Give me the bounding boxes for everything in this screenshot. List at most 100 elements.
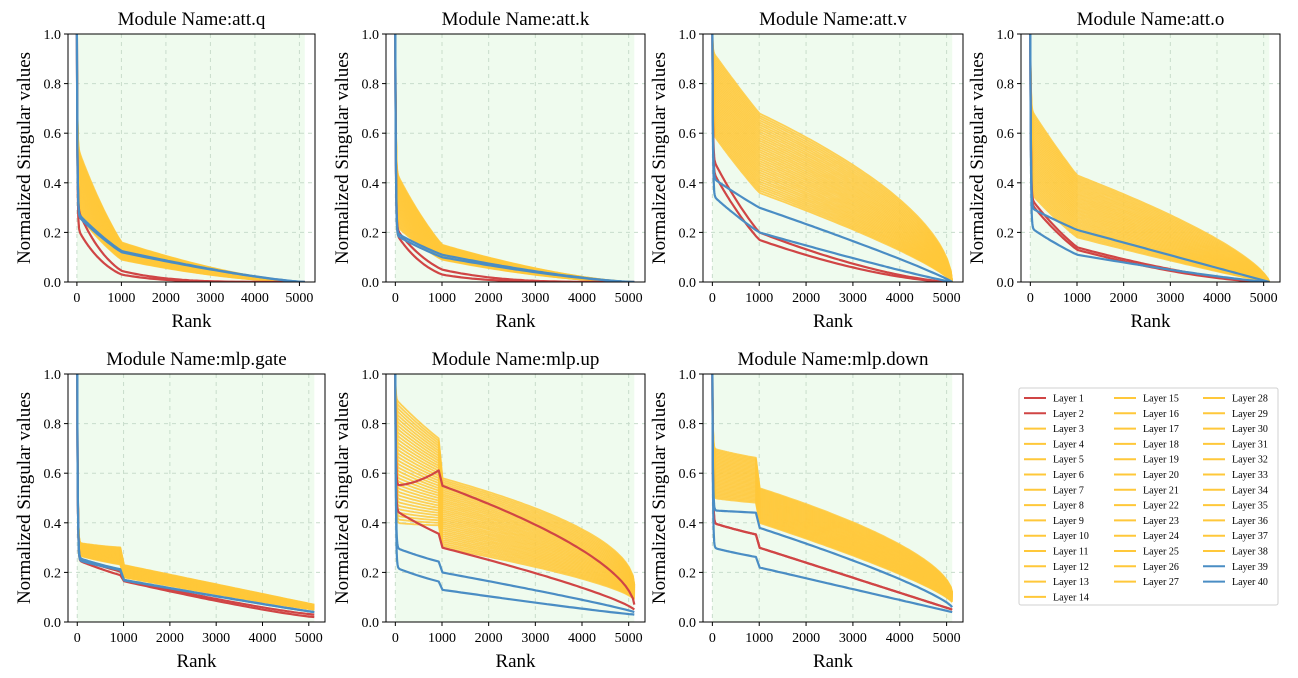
series-line-layer-40 (76, 374, 315, 614)
series-group (394, 374, 636, 616)
x-tick-label: 4000 (241, 291, 269, 306)
legend-label: Layer 20 (1143, 470, 1179, 481)
series-line-layer-40 (1029, 34, 1270, 282)
series-line-layer-38 (1029, 34, 1271, 282)
series-line-layer-29 (394, 374, 636, 589)
x-tick-label: 5000 (285, 291, 313, 306)
series-line-layer-37 (394, 374, 636, 586)
x-tick-label: 1000 (428, 631, 456, 646)
chart-panel-7: 0 1000 2000 3000 4000 5000 0.0 0.2 0.4 0.6 0.8 1.0 M… (649, 349, 964, 672)
series-group (711, 374, 954, 614)
x-tick-label: 1000 (110, 631, 138, 646)
chart-title: Module Name:mlp.up (432, 349, 600, 370)
x-tick-label: 3000 (196, 291, 224, 306)
x-tick-label: 0 (392, 291, 399, 306)
y-tick-label: 0.6 (44, 127, 62, 142)
y-tick-label: 0.4 (362, 517, 380, 532)
y-tick-label: 0.8 (44, 78, 62, 93)
legend-label: Layer 32 (1232, 455, 1268, 466)
chart-title: Module Name:mlp.gate (106, 349, 286, 370)
y-tick-label: 0.4 (997, 177, 1015, 192)
chart-panel-1: 0 1000 2000 3000 4000 5000 0.0 0.2 0.4 0.6 0.8 1.0 M… (14, 9, 316, 332)
legend-label: Layer 34 (1232, 485, 1268, 496)
x-axis-label: Rank (495, 311, 536, 332)
legend-label: Layer 7 (1053, 485, 1084, 496)
y-tick-label: 0.2 (362, 566, 380, 581)
legend-label: Layer 5 (1053, 455, 1084, 466)
y-tick-label: 0.2 (44, 566, 62, 581)
x-tick-label: 4000 (248, 631, 276, 646)
legend-label: Layer 2 (1053, 409, 1084, 420)
series-line-layer-28 (394, 374, 636, 590)
legend-label: Layer 23 (1143, 516, 1179, 527)
x-tick-label: 0 (1027, 291, 1034, 306)
y-tick-label: 0.6 (679, 467, 697, 482)
x-tick-label: 5000 (933, 291, 961, 306)
chart-panel-3: 0 1000 2000 3000 4000 5000 0.0 0.2 0.4 0.6 0.8 1.0 M… (649, 9, 964, 332)
chart-title: Module Name:att.o (1077, 9, 1225, 30)
x-tick-label: 0 (392, 631, 399, 646)
x-tick-label: 0 (73, 291, 80, 306)
y-tick-label: 1.0 (679, 28, 697, 43)
series-line-layer-40 (75, 34, 305, 282)
y-tick-label: 0.8 (362, 418, 380, 433)
legend-label: Layer 28 (1232, 394, 1268, 405)
legend-label: Layer 12 (1053, 562, 1089, 573)
y-tick-label: 1.0 (997, 28, 1015, 43)
x-tick-label: 3000 (521, 291, 549, 306)
series-line-layer-32 (394, 374, 636, 588)
y-tick-label: 0.0 (679, 616, 697, 631)
y-tick-label: 0.2 (362, 226, 380, 241)
y-axis-label: Normalized Singular values (332, 392, 353, 604)
legend-label: Layer 40 (1232, 577, 1268, 588)
axes-frame (385, 373, 646, 623)
series-line-layer-40 (711, 34, 953, 282)
y-tick-label: 0.0 (362, 276, 380, 291)
y-tick-label: 0.2 (997, 226, 1015, 241)
series-line-layer-34 (394, 374, 636, 587)
legend-label: Layer 31 (1232, 439, 1268, 450)
series-group (711, 34, 954, 282)
y-tick-label: 1.0 (679, 368, 697, 383)
chart-title: Module Name:att.v (759, 9, 907, 30)
x-tick-label: 4000 (1203, 291, 1231, 306)
chart-panel-4: 0 1000 2000 3000 4000 5000 0.0 0.2 0.4 0.6 0.8 1.0 M… (967, 9, 1281, 332)
legend-label: Layer 15 (1143, 394, 1179, 405)
axes-frame (67, 33, 316, 283)
x-tick-label: 4000 (886, 631, 914, 646)
series-group (76, 374, 315, 619)
y-tick-label: 0.2 (679, 226, 697, 241)
y-axis-label: Normalized Singular values (14, 392, 35, 604)
series-line-layer-36 (711, 34, 954, 282)
x-tick-label: 5000 (933, 631, 961, 646)
axes-frame (702, 33, 964, 283)
chart-title: Module Name:mlp.down (737, 349, 929, 370)
axes-frame (385, 33, 646, 283)
series-line-layer-38 (394, 374, 636, 585)
x-axis-label: Rank (813, 311, 854, 332)
y-tick-label: 0.6 (44, 467, 62, 482)
y-tick-label: 0.6 (362, 127, 380, 142)
series-line-layer-35 (394, 374, 636, 587)
x-tick-label: 0 (709, 291, 716, 306)
y-tick-label: 0.8 (679, 78, 697, 93)
legend-label: Layer 36 (1232, 516, 1268, 527)
x-tick-label: 2000 (1110, 291, 1138, 306)
y-axis-label: Normalized Singular values (14, 52, 35, 264)
x-tick-label: 1000 (428, 291, 456, 306)
x-axis-label: Rank (813, 651, 854, 672)
y-tick-label: 0.0 (44, 616, 62, 631)
legend-label: Layer 19 (1143, 455, 1179, 466)
x-tick-label: 5000 (615, 291, 643, 306)
y-tick-label: 1.0 (362, 368, 380, 383)
legend-label: Layer 11 (1053, 547, 1088, 558)
legend: Layer 1 Layer 2 Layer 3 Layer 4 Layer 5 Layer… (1018, 387, 1279, 606)
x-tick-label: 3000 (839, 291, 867, 306)
legend-label: Layer 1 (1053, 394, 1084, 405)
x-tick-label: 2000 (792, 631, 820, 646)
y-tick-label: 0.4 (362, 177, 380, 192)
y-tick-label: 1.0 (362, 28, 380, 43)
x-tick-label: 0 (74, 631, 81, 646)
chart-title: Module Name:att.k (442, 9, 590, 30)
y-tick-label: 0.6 (362, 467, 380, 482)
